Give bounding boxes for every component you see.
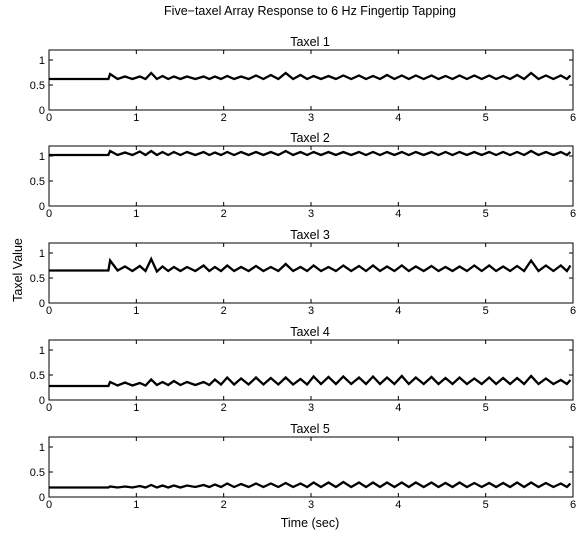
x-tick-label: 0: [46, 208, 52, 220]
x-tick-label: 0: [46, 305, 52, 317]
subplot-taxel-3: Taxel 3 0 1 2 3 4 5 6 0 0.5 1: [30, 228, 576, 317]
y-tick-label: 0: [39, 298, 45, 310]
x-tick-label: 5: [483, 112, 489, 124]
x-tick-label: 3: [308, 499, 314, 511]
x-tick-label: 5: [483, 305, 489, 317]
y-tick-label: 0: [39, 492, 45, 504]
x-tick-label: 4: [395, 499, 401, 511]
y-tick-label: 0.5: [30, 273, 45, 285]
x-tick-label: 3: [308, 208, 314, 220]
x-tick-label: 2: [221, 112, 227, 124]
series-line-taxel-5: [49, 480, 572, 489]
x-tick-label: 1: [133, 499, 139, 511]
x-tick-label: 5: [483, 402, 489, 414]
y-tick-label: 0.5: [30, 370, 45, 382]
x-tick-label: 1: [133, 208, 139, 220]
x-tick-label: 2: [221, 208, 227, 220]
x-tick-label: 0: [46, 112, 52, 124]
y-tick-label: 1: [39, 55, 45, 67]
subplot-title: Taxel 5: [290, 422, 330, 436]
y-tick-label: 0.5: [30, 467, 45, 479]
y-axis-label: Taxel Value: [11, 238, 25, 302]
x-tick-label: 3: [308, 112, 314, 124]
x-tick-label: 6: [570, 208, 576, 220]
series-line-taxel-3: [49, 256, 572, 274]
x-tick-label: 0: [46, 499, 52, 511]
x-tick-label: 1: [133, 305, 139, 317]
subplot-taxel-2: Taxel 2 0 1 2 3 4 5 6 0 0.5 1: [30, 131, 576, 220]
x-tick-label: 5: [483, 499, 489, 511]
subplot-taxel-4: Taxel 4 0 1 2 3 4 5 6 0 0.5 1: [30, 325, 576, 414]
x-tick-label: 4: [395, 402, 401, 414]
x-tick-label: 6: [570, 305, 576, 317]
y-tick-label: 1: [39, 345, 45, 357]
y-tick-label: 0.5: [30, 176, 45, 188]
x-tick-label: 0: [46, 402, 52, 414]
x-tick-label: 4: [395, 112, 401, 124]
x-tick-label: 3: [308, 402, 314, 414]
x-tick-label: 3: [308, 305, 314, 317]
y-tick-label: 0.5: [30, 80, 45, 92]
subplot-taxel-1: Taxel 1 0 1 2 3 4 5 6 0 0.5 1: [30, 35, 576, 124]
x-tick-label: 2: [221, 305, 227, 317]
y-tick-label: 1: [39, 151, 45, 163]
x-tick-label: 6: [570, 402, 576, 414]
y-tick-label: 1: [39, 442, 45, 454]
y-tick-label: 0: [39, 105, 45, 117]
x-tick-label: 5: [483, 208, 489, 220]
x-tick-label: 2: [221, 402, 227, 414]
subplot-title: Taxel 1: [290, 35, 330, 49]
x-tick-label: 4: [395, 305, 401, 317]
subplot-title: Taxel 2: [290, 131, 330, 145]
y-tick-label: 0: [39, 395, 45, 407]
x-tick-label: 1: [133, 112, 139, 124]
x-tick-label: 6: [570, 499, 576, 511]
y-tick-label: 1: [39, 248, 45, 260]
x-tick-label: 2: [221, 499, 227, 511]
subplot-title: Taxel 4: [290, 325, 330, 339]
subplot-title: Taxel 3: [290, 228, 330, 242]
subplot-taxel-5: Taxel 5 0 1 2 3 4 5 6 0 0.5 1: [30, 422, 576, 511]
series-line-taxel-4: [49, 374, 572, 388]
chart-title: Five−taxel Array Response to 6 Hz Finger…: [164, 4, 456, 18]
y-tick-label: 0: [39, 201, 45, 213]
x-tick-label: 1: [133, 402, 139, 414]
x-tick-label: 6: [570, 112, 576, 124]
x-tick-label: 4: [395, 208, 401, 220]
series-line-taxel-2: [49, 149, 572, 157]
series-line-taxel-1: [49, 71, 572, 81]
x-axis-label: Time (sec): [281, 516, 340, 530]
